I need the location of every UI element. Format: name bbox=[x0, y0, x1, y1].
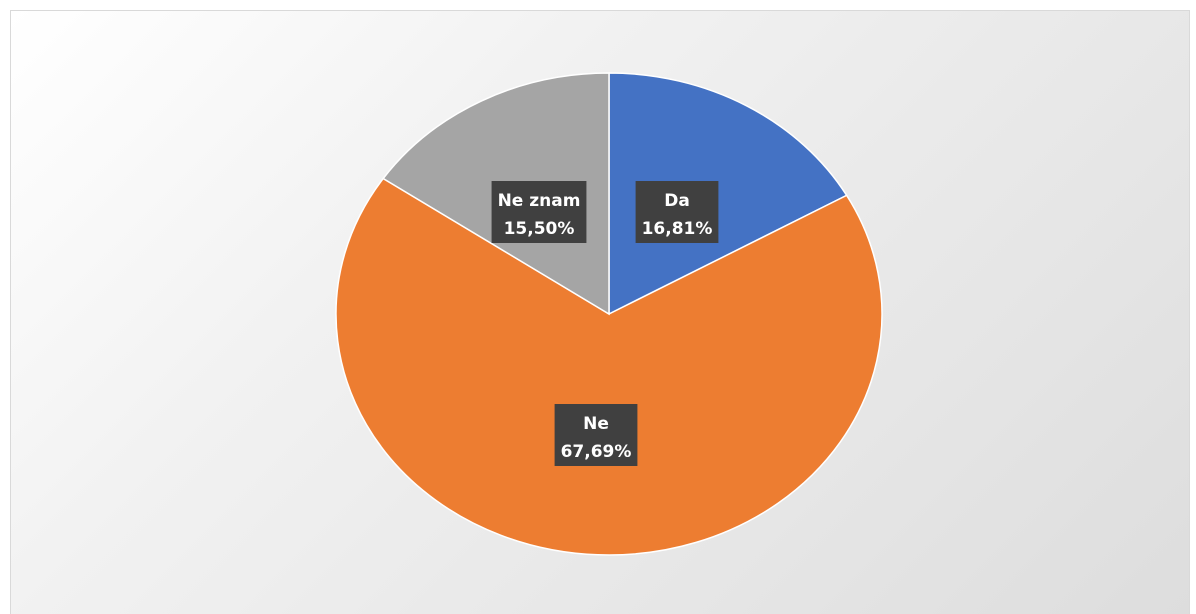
data-labels: Da 16,81% Ne 67,69% Ne znam 15,50% bbox=[491, 181, 719, 466]
data-label-da: Da 16,81% bbox=[635, 181, 719, 243]
data-label-ne: Ne 67,69% bbox=[554, 404, 638, 466]
data-label-box bbox=[491, 181, 587, 243]
data-label-percent: 16,81% bbox=[642, 219, 713, 239]
pie-slices bbox=[335, 72, 883, 556]
pie-slice-ne bbox=[335, 177, 883, 556]
data-label-category: Ne znam bbox=[498, 191, 581, 211]
data-label-category: Da bbox=[664, 191, 690, 211]
data-label-ne-znam: Ne znam 15,50% bbox=[491, 181, 587, 243]
pie-slice-da bbox=[608, 72, 848, 316]
data-label-box bbox=[635, 181, 719, 243]
data-label-box bbox=[554, 404, 638, 466]
data-label-percent: 67,69% bbox=[561, 442, 632, 462]
data-label-percent: 15,50% bbox=[504, 219, 575, 239]
data-label-category: Ne bbox=[583, 414, 609, 434]
